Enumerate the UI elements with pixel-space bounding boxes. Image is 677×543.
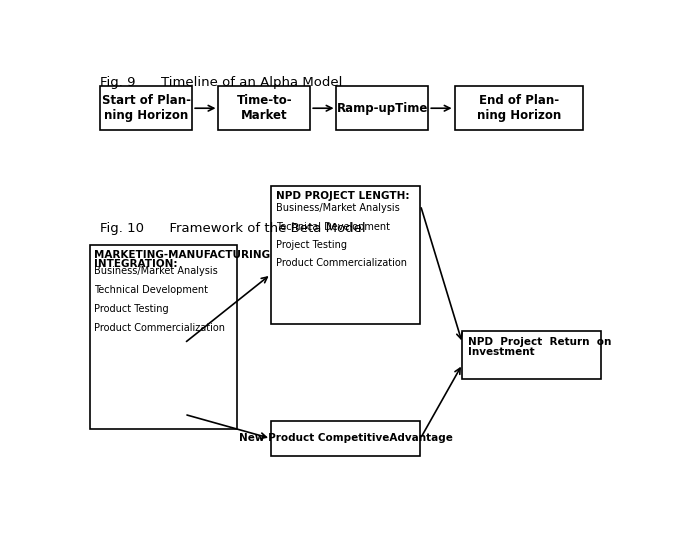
Text: New Product CompetitiveAdvantage: New Product CompetitiveAdvantage — [239, 433, 453, 443]
Text: Investment: Investment — [468, 348, 534, 357]
Text: Product Commercialization: Product Commercialization — [276, 258, 407, 268]
Text: Ramp-upTime: Ramp-upTime — [336, 102, 428, 115]
Text: MARKETING-MANUFACTURING: MARKETING-MANUFACTURING — [94, 250, 270, 260]
Text: Business/Market Analysis: Business/Market Analysis — [94, 266, 218, 276]
Text: Product Commercialization: Product Commercialization — [94, 323, 225, 333]
FancyBboxPatch shape — [454, 86, 583, 130]
FancyBboxPatch shape — [462, 331, 601, 379]
Text: Fig. 9      Timeline of an Alpha Model: Fig. 9 Timeline of an Alpha Model — [100, 75, 343, 89]
Text: INTEGRATION:: INTEGRATION: — [94, 259, 177, 269]
FancyBboxPatch shape — [90, 245, 237, 429]
FancyBboxPatch shape — [219, 86, 310, 130]
Text: Technical Development: Technical Development — [276, 222, 390, 231]
Text: Time-to-
Market: Time-to- Market — [236, 94, 292, 122]
FancyBboxPatch shape — [271, 186, 420, 324]
FancyBboxPatch shape — [100, 86, 192, 130]
Text: NPD PROJECT LENGTH:: NPD PROJECT LENGTH: — [276, 192, 410, 201]
Text: Project Testing: Project Testing — [276, 240, 347, 250]
FancyBboxPatch shape — [271, 420, 420, 456]
Text: Start of Plan-
ning Horizon: Start of Plan- ning Horizon — [102, 94, 191, 122]
Text: Technical Development: Technical Development — [94, 285, 208, 295]
Text: End of Plan-
ning Horizon: End of Plan- ning Horizon — [477, 94, 561, 122]
Text: Business/Market Analysis: Business/Market Analysis — [276, 203, 400, 213]
Text: Fig. 10      Framework of the Beta Model: Fig. 10 Framework of the Beta Model — [100, 222, 366, 235]
FancyBboxPatch shape — [336, 86, 429, 130]
Text: Product Testing: Product Testing — [94, 304, 169, 314]
Text: NPD  Project  Return  on: NPD Project Return on — [468, 337, 611, 347]
